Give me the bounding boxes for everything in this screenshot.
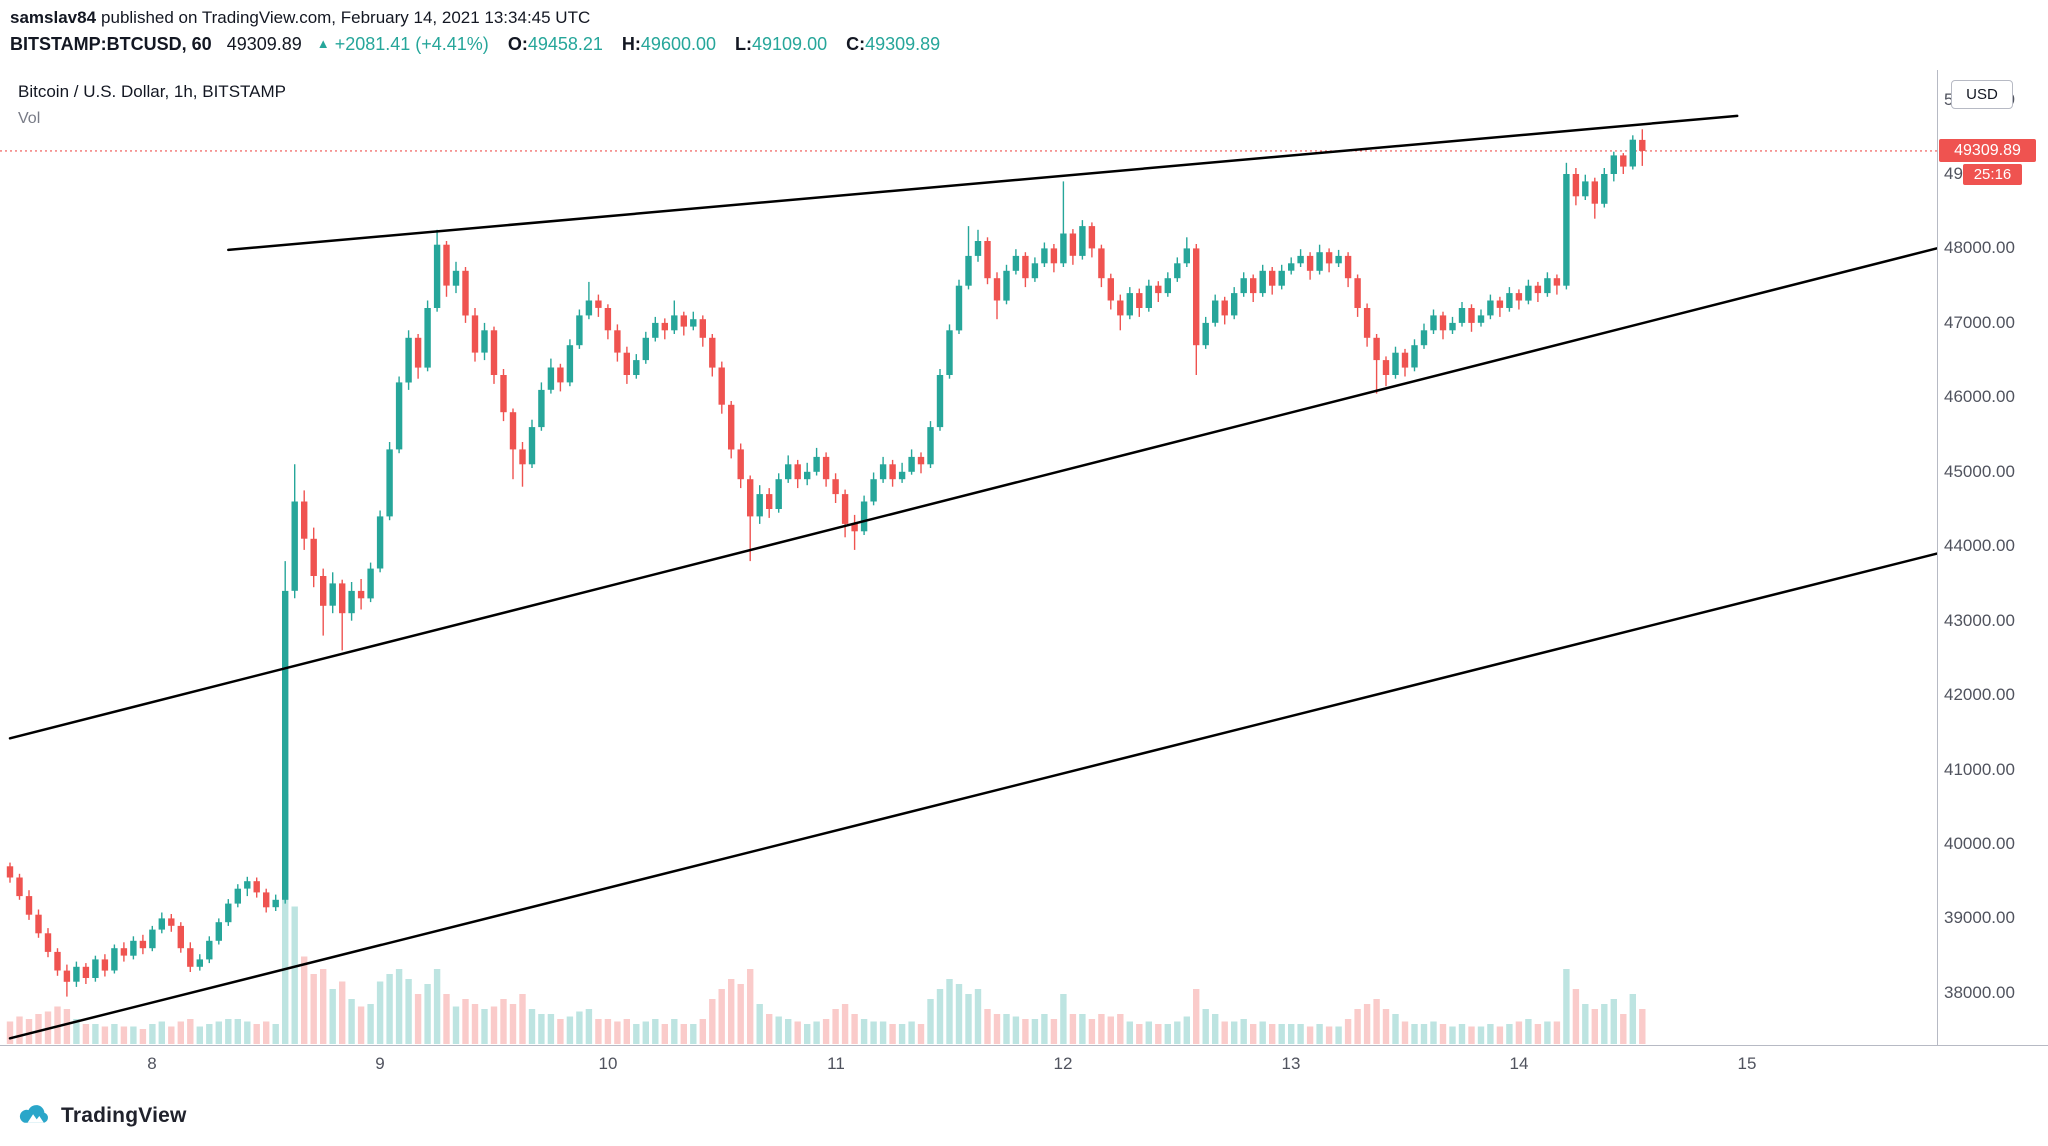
high-value: 49600.00 bbox=[640, 34, 716, 54]
time-axis-label: 14 bbox=[1509, 1054, 1529, 1073]
volume-bars bbox=[6, 794, 1646, 1044]
symbol-title: BITSTAMP:BTCUSD, 60 bbox=[10, 34, 212, 54]
price-axis-label: 44000.00 bbox=[1944, 536, 2015, 555]
bar-close-countdown: 25:16 bbox=[1963, 164, 2022, 185]
price-axis-label: 39000.00 bbox=[1944, 908, 2015, 927]
close-readout: C:49309.89 bbox=[846, 34, 940, 54]
time-axis-label: 10 bbox=[598, 1054, 618, 1073]
price-axis-label: 45000.00 bbox=[1944, 462, 2015, 481]
price-axis-label: 47000.00 bbox=[1944, 313, 2015, 332]
trendlines[interactable] bbox=[8, 114, 1938, 1040]
close-value: 49309.89 bbox=[865, 34, 941, 54]
low-label: L: bbox=[735, 34, 753, 54]
tradingview-logo-icon bbox=[19, 1105, 48, 1123]
price-axis-label: 48000.00 bbox=[1944, 238, 2015, 257]
tradingview-brand[interactable]: TradingView bbox=[16, 1103, 187, 1128]
price-axis-label: 41000.00 bbox=[1944, 760, 2015, 779]
low-readout: L:49109.00 bbox=[735, 34, 827, 54]
price-axis[interactable]: 50000.0049000.0048000.0047000.0046000.00… bbox=[1937, 70, 2048, 1046]
open-readout: O:49458.21 bbox=[508, 34, 603, 54]
open-value: 49458.21 bbox=[527, 34, 603, 54]
price-axis-label: 40000.00 bbox=[1944, 834, 2015, 853]
publish-username: samslav84 bbox=[10, 8, 97, 27]
chart-legend-volume[interactable]: Vol bbox=[18, 110, 41, 127]
time-axis-label: 13 bbox=[1281, 1054, 1301, 1073]
price-axis-label: 38000.00 bbox=[1944, 983, 2015, 1002]
candles bbox=[6, 129, 1646, 997]
low-value: 49109.00 bbox=[752, 34, 828, 54]
currency-unit-button[interactable]: USD bbox=[1951, 80, 2013, 109]
price-axis-label: 42000.00 bbox=[1944, 685, 2015, 704]
time-axis-label: 15 bbox=[1737, 1054, 1757, 1073]
time-axis-label: 9 bbox=[375, 1054, 385, 1073]
up-triangle-icon: ▲ bbox=[316, 36, 330, 51]
current-price-tag: 49309.89 bbox=[1939, 139, 2036, 162]
change-text: +2081.41 (+4.41%) bbox=[334, 34, 489, 54]
symbol-last-price: 49309.89 bbox=[226, 34, 302, 54]
close-label: C: bbox=[846, 34, 866, 54]
publish-byline: samslav84 published on TradingView.com, F… bbox=[10, 8, 590, 28]
time-axis-label: 8 bbox=[147, 1054, 157, 1073]
price-axis-label: 46000.00 bbox=[1944, 387, 2015, 406]
symbol-info-bar: BITSTAMP:BTCUSD, 60 49309.89 ▲ +2081.41 … bbox=[10, 34, 940, 55]
chart-legend-title[interactable]: Bitcoin / U.S. Dollar, 1h, BITSTAMP bbox=[18, 82, 286, 101]
price-axis-label: 43000.00 bbox=[1944, 611, 2015, 630]
publish-text: published on TradingView.com, February 1… bbox=[101, 8, 591, 27]
time-axis[interactable]: 8 9 10 11 12 13 14 15 bbox=[0, 1046, 2048, 1088]
symbol-change: ▲ +2081.41 (+4.41%) bbox=[317, 34, 489, 54]
brand-name: TradingView bbox=[61, 1103, 187, 1127]
high-label: H: bbox=[621, 34, 641, 54]
time-axis-label: 11 bbox=[827, 1054, 845, 1073]
time-axis-label: 12 bbox=[1053, 1054, 1073, 1073]
high-readout: H:49600.00 bbox=[622, 34, 716, 54]
open-label: O: bbox=[507, 34, 528, 54]
